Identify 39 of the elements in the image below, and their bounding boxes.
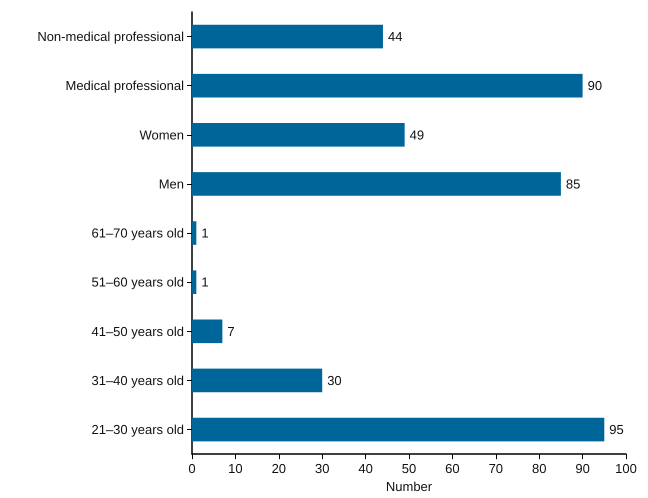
x-tick-label: 10 <box>228 461 243 476</box>
y-tick-label: 41–50 years old <box>91 324 184 339</box>
y-tick-label: 51–60 years old <box>91 274 184 290</box>
y-tick-label: 31–40 years old <box>91 372 184 388</box>
data-label: 1 <box>201 226 209 241</box>
bar <box>192 418 604 442</box>
data-label: 95 <box>609 422 624 438</box>
x-tick-label: 60 <box>445 461 460 476</box>
data-label: 90 <box>588 78 602 94</box>
y-tick-label: 61–70 years old <box>91 226 184 241</box>
bar <box>192 172 561 196</box>
x-tick-label: 90 <box>575 461 590 476</box>
x-tick-label: 100 <box>615 461 637 476</box>
bar <box>192 221 196 245</box>
data-label: 7 <box>227 324 235 339</box>
data-label: 1 <box>201 274 209 290</box>
x-tick-label: 50 <box>402 461 416 476</box>
x-tick-label: 0 <box>188 461 196 476</box>
data-label: 44 <box>388 29 402 44</box>
x-tick-label: 80 <box>532 461 546 476</box>
x-tick-label: 20 <box>272 461 286 476</box>
bar <box>192 74 583 98</box>
y-tick-label: 21–30 years old <box>91 422 184 438</box>
bar <box>192 123 405 147</box>
bar <box>192 368 322 392</box>
bar <box>192 320 222 344</box>
data-label: 49 <box>410 127 424 142</box>
x-axis-title: Number <box>386 479 433 494</box>
bar <box>192 24 383 48</box>
x-tick-label: 40 <box>358 461 373 476</box>
data-label: 30 <box>327 372 342 388</box>
y-tick-label: Men <box>158 176 184 192</box>
x-tick-label: 30 <box>314 461 330 476</box>
data-label: 85 <box>566 176 580 192</box>
x-tick-label: 70 <box>488 461 504 476</box>
bar <box>192 270 196 294</box>
y-tick-label: Non-medical professional <box>37 29 184 44</box>
y-tick-label: Medical professional <box>65 78 184 94</box>
y-tick-label: Women <box>139 127 184 142</box>
